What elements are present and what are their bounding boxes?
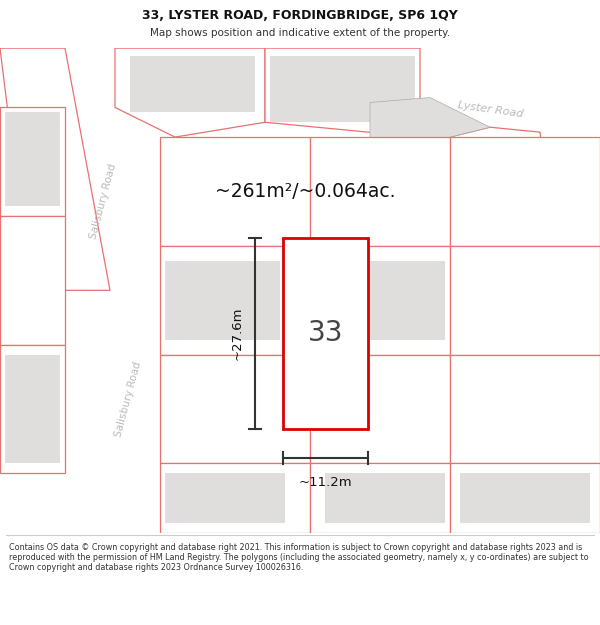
Polygon shape — [165, 473, 285, 522]
Text: 33, LYSTER ROAD, FORDINGBRIDGE, SP6 1QY: 33, LYSTER ROAD, FORDINGBRIDGE, SP6 1QY — [142, 9, 458, 22]
Polygon shape — [310, 463, 450, 532]
Text: Map shows position and indicative extent of the property.: Map shows position and indicative extent… — [150, 28, 450, 38]
Polygon shape — [265, 48, 420, 137]
Polygon shape — [270, 56, 415, 122]
Polygon shape — [160, 246, 310, 354]
Polygon shape — [5, 354, 60, 463]
Polygon shape — [450, 354, 600, 463]
Polygon shape — [130, 56, 255, 112]
Polygon shape — [160, 463, 310, 532]
Polygon shape — [450, 463, 600, 532]
Text: Salisbury Road: Salisbury Road — [113, 361, 143, 438]
Text: Contains OS data © Crown copyright and database right 2021. This information is : Contains OS data © Crown copyright and d… — [9, 542, 589, 572]
Polygon shape — [160, 354, 310, 463]
Polygon shape — [370, 98, 490, 142]
Polygon shape — [5, 112, 60, 206]
Text: ~261m²/~0.064ac.: ~261m²/~0.064ac. — [215, 182, 395, 201]
Polygon shape — [165, 261, 280, 340]
Polygon shape — [430, 127, 550, 221]
Polygon shape — [0, 48, 110, 290]
Polygon shape — [0, 216, 65, 344]
Polygon shape — [310, 246, 450, 354]
Polygon shape — [0, 107, 65, 216]
Polygon shape — [450, 246, 600, 354]
Polygon shape — [325, 473, 445, 522]
Text: ~11.2m: ~11.2m — [299, 476, 352, 489]
Polygon shape — [65, 48, 160, 532]
Polygon shape — [460, 473, 590, 522]
Polygon shape — [283, 238, 368, 429]
Polygon shape — [450, 137, 600, 246]
Polygon shape — [160, 137, 310, 246]
Polygon shape — [0, 344, 65, 473]
Text: Lyster Road: Lyster Road — [457, 100, 523, 119]
Text: Salisbury Road: Salisbury Road — [88, 162, 118, 240]
Polygon shape — [310, 137, 450, 246]
Text: 33: 33 — [308, 319, 343, 348]
Text: ~27.6m: ~27.6m — [230, 307, 244, 360]
Polygon shape — [365, 261, 445, 340]
Polygon shape — [115, 48, 265, 137]
Polygon shape — [370, 48, 600, 167]
Polygon shape — [310, 354, 450, 463]
